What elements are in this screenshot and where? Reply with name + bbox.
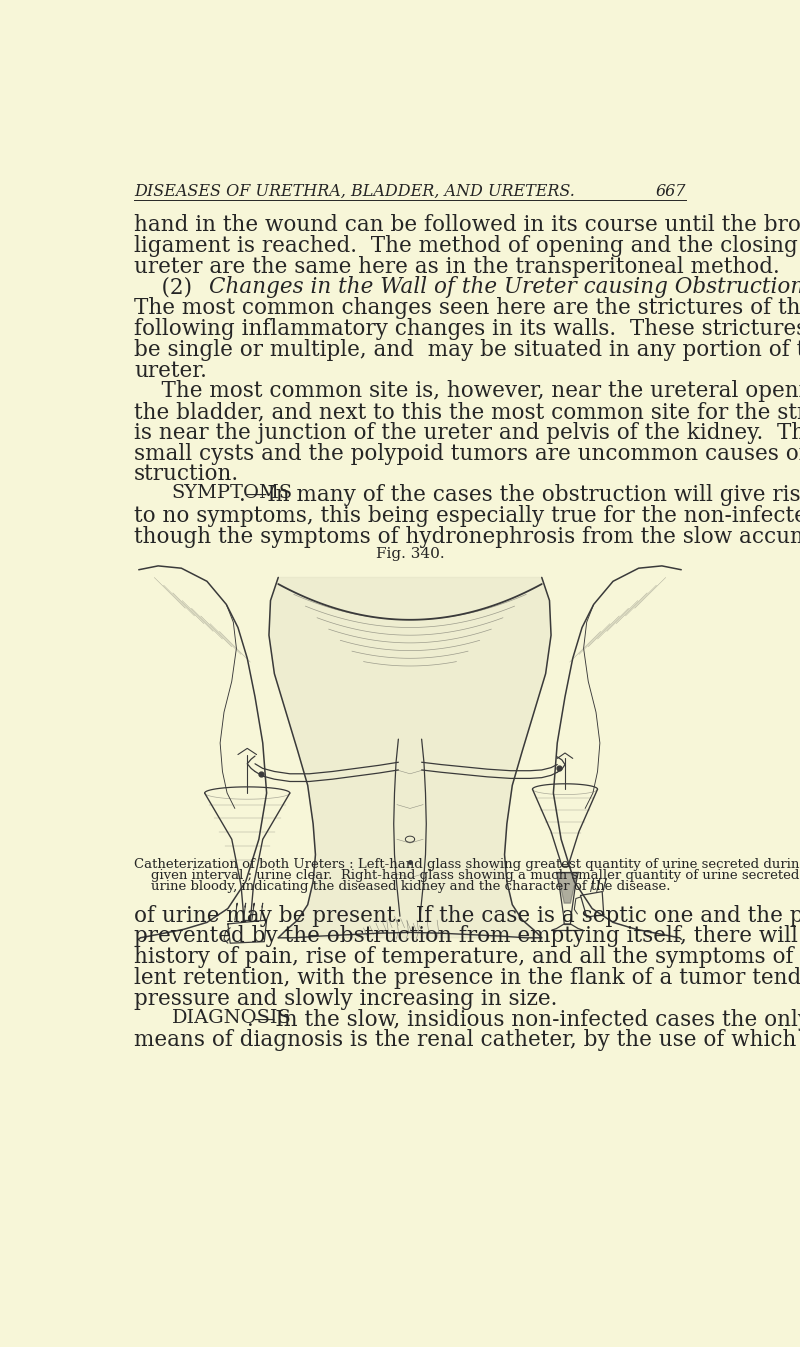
Text: hand in the wound can be followed in its course until the broad: hand in the wound can be followed in its…: [134, 214, 800, 236]
Text: DIAGNOSIS: DIAGNOSIS: [171, 1009, 291, 1026]
Text: (2): (2): [134, 276, 199, 299]
Text: ureter.: ureter.: [134, 360, 207, 381]
Text: Fig. 340.: Fig. 340.: [376, 547, 444, 560]
Text: lent retention, with the presence in the flank of a tumor tender on: lent retention, with the presence in the…: [134, 967, 800, 989]
Text: ligament is reached.  The method of opening and the closing of the: ligament is reached. The method of openi…: [134, 234, 800, 257]
Text: Catheterization of both Ureters : Left-hand glass showing greatest quantity of u: Catheterization of both Ureters : Left-h…: [134, 858, 800, 872]
Text: is near the junction of the ureter and pelvis of the kidney.  The: is near the junction of the ureter and p…: [134, 422, 800, 445]
Text: DISEASES OF URETHRA, BLADDER, AND URETERS.: DISEASES OF URETHRA, BLADDER, AND URETER…: [134, 183, 575, 201]
Text: following inflammatory changes in its walls.  These strictures may: following inflammatory changes in its wa…: [134, 318, 800, 339]
Text: The most common changes seen here are the strictures of the ureter: The most common changes seen here are th…: [134, 298, 800, 319]
Polygon shape: [269, 578, 551, 938]
Text: .—In many of the cases the obstruction will give rise: .—In many of the cases the obstruction w…: [238, 485, 800, 506]
Text: of urine may be present.  If the case is a septic one and the pus is: of urine may be present. If the case is …: [134, 905, 800, 927]
Text: means of diagnosis is the renal catheter, by the use of which we can: means of diagnosis is the renal catheter…: [134, 1029, 800, 1052]
Text: to no symptoms, this being especially true for the non-infected cases,: to no symptoms, this being especially tr…: [134, 505, 800, 527]
Text: .—In the slow, insidious non-infected cases the only: .—In the slow, insidious non-infected ca…: [247, 1009, 800, 1030]
Text: 667: 667: [655, 183, 686, 201]
Text: given interval ; urine clear.  Right-hand glass showing a much smaller quantity : given interval ; urine clear. Right-hand…: [134, 869, 800, 882]
Text: ureter are the same here as in the transperitoneal method.: ureter are the same here as in the trans…: [134, 256, 780, 277]
Text: history of pain, rise of temperature, and all the symptoms of puru-: history of pain, rise of temperature, an…: [134, 947, 800, 968]
Text: prevented by the obstruction from emptying itself, there will be a: prevented by the obstruction from emptyi…: [134, 925, 800, 947]
Text: urine bloody, indicating the diseased kidney and the character of the disease.: urine bloody, indicating the diseased ki…: [134, 880, 670, 893]
Text: small cysts and the polypoid tumors are uncommon causes of ob-: small cysts and the polypoid tumors are …: [134, 443, 800, 465]
Text: pressure and slowly increasing in size.: pressure and slowly increasing in size.: [134, 987, 558, 1010]
Text: be single or multiple, and  may be situated in any portion of the: be single or multiple, and may be situat…: [134, 338, 800, 361]
Text: SYMPTOMS: SYMPTOMS: [171, 485, 293, 502]
Text: the bladder, and next to this the most common site for the stricture: the bladder, and next to this the most c…: [134, 401, 800, 423]
Text: The most common site is, however, near the ureteral opening into: The most common site is, however, near t…: [134, 380, 800, 403]
Text: Changes in the Wall of the Ureter causing Obstruction.—: Changes in the Wall of the Ureter causin…: [209, 276, 800, 299]
Text: struction.: struction.: [134, 463, 239, 485]
Text: though the symptoms of hydronephrosis from the slow accumulation: though the symptoms of hydronephrosis fr…: [134, 525, 800, 548]
Polygon shape: [558, 873, 578, 902]
